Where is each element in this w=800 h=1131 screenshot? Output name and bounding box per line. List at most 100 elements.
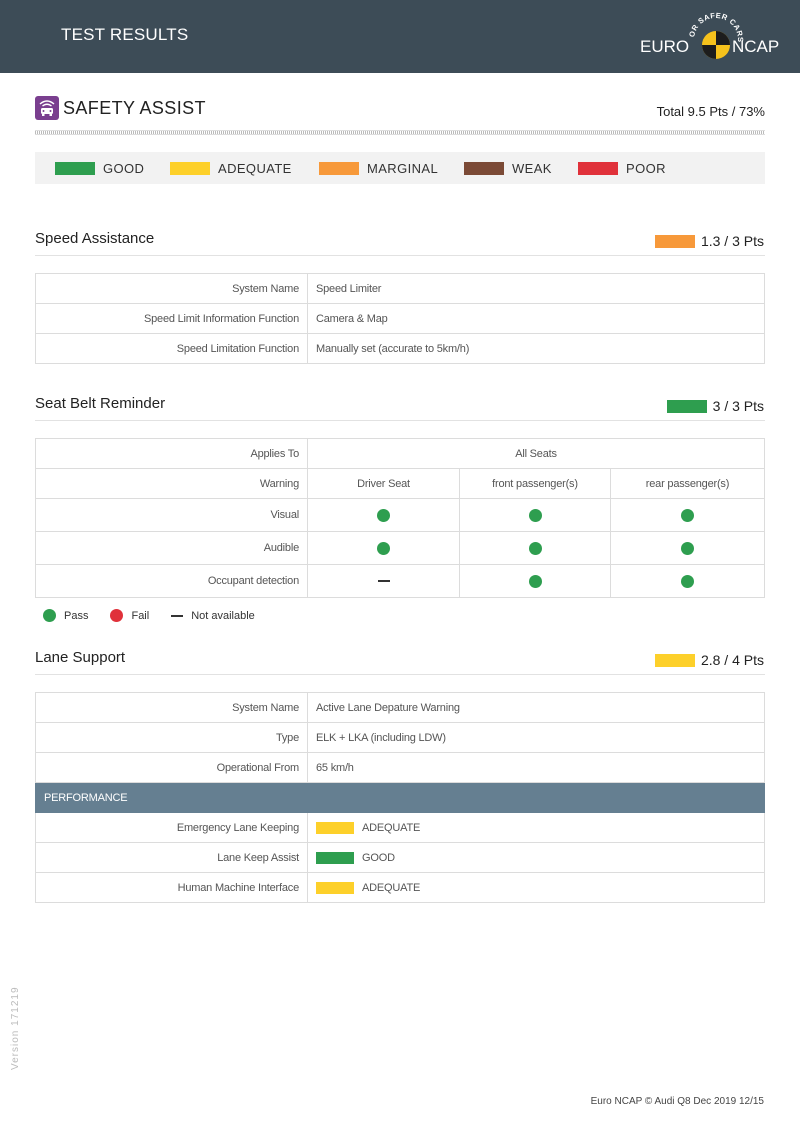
rating-value: GOOD (316, 851, 756, 864)
key-fail: Fail (110, 609, 149, 622)
speed-assistance-title: Speed Assistance (35, 230, 155, 247)
pass-dot-icon (528, 508, 542, 522)
row-label: System Name (35, 273, 308, 304)
pass-dot-icon (43, 609, 56, 622)
safety-assist-title: SAFETY ASSIST (63, 98, 206, 118)
legend-weak: WEAK (464, 152, 552, 184)
column-header-front: front passenger(s) (459, 468, 611, 499)
key-fail-label: Fail (131, 609, 150, 622)
table-row: Lane Keep Assist GOOD (35, 842, 765, 873)
table-row: Warning Driver Seat front passenger(s) r… (35, 468, 765, 499)
speed-assistance-score-text: 1.3 / 3 Pts (700, 233, 764, 249)
lane-support-score-swatch (654, 653, 695, 667)
table-row: Speed Limit Information Function Camera … (35, 303, 765, 334)
rating-legend: GOOD ADEQUATE MARGINAL WEAK POOR (35, 152, 765, 184)
seat-belt-score: 3 / 3 Pts (666, 398, 764, 414)
rating-swatch (316, 851, 354, 864)
legend-weak-swatch (464, 161, 504, 175)
table-row: Operational From 65 km/h (35, 752, 765, 783)
seat-belt-score-text: 3 / 3 Pts (712, 398, 764, 414)
rating-value: ADEQUATE (316, 881, 756, 894)
column-header-rear: rear passenger(s) (610, 468, 765, 499)
key-na: Not available (171, 610, 255, 622)
car-radar-icon (35, 96, 59, 120)
not-available-dash-icon (171, 614, 184, 617)
lane-support-title: Lane Support (35, 649, 126, 666)
key-pass-label: Pass (64, 609, 89, 622)
pass-dot-icon (528, 574, 542, 588)
safety-assist-total: Total 9.5 Pts / 73% (656, 104, 765, 119)
section-divider (35, 255, 765, 256)
table-row: Speed Limitation Function Manually set (… (35, 333, 765, 364)
result-key: Pass Fail Not available (43, 609, 277, 622)
not-available-dash-icon (377, 580, 390, 583)
fail-dot-icon (110, 609, 124, 622)
legend-marginal-swatch (319, 161, 359, 175)
legend-adequate: ADEQUATE (170, 152, 292, 184)
legend-poor-label: POOR (626, 160, 666, 176)
row-label: Occupant detection (35, 564, 308, 598)
legend-weak-label: WEAK (512, 160, 552, 176)
speed-assistance-score: 1.3 / 3 Pts (654, 233, 764, 249)
legend-adequate-swatch (170, 161, 210, 175)
legend-adequate-label: ADEQUATE (218, 160, 292, 176)
row-value: Active Lane Depature Warning (307, 692, 765, 723)
table-row: System Name Active Lane Depature Warning (35, 692, 765, 723)
section-divider (35, 674, 765, 675)
warning-label: Warning (35, 468, 308, 499)
row-label: Speed Limit Information Function (35, 303, 308, 334)
key-pass: Pass (43, 609, 88, 622)
lane-support-score-text: 2.8 / 4 Pts (700, 652, 764, 668)
column-header-driver: Driver Seat (307, 468, 460, 499)
row-value: Camera & Map (307, 303, 765, 334)
row-label: Speed Limitation Function (35, 333, 308, 364)
table-row: System Name Speed Limiter (35, 273, 765, 304)
row-label: Emergency Lane Keeping (35, 812, 308, 843)
key-na-label: Not available (191, 609, 255, 622)
legend-good-swatch (55, 161, 95, 175)
rating-swatch (316, 821, 354, 834)
lane-support-score: 2.8 / 4 Pts (654, 652, 764, 668)
seat-belt-title: Seat Belt Reminder (35, 395, 166, 412)
rating-label: GOOD (362, 851, 395, 864)
seat-belt-table: Applies To All Seats Warning Driver Seat… (35, 438, 765, 598)
row-label: Human Machine Interface (35, 872, 308, 903)
row-value: Speed Limiter (307, 273, 765, 304)
logo-left-text: EURO (640, 37, 689, 56)
rating-swatch (316, 881, 354, 894)
safety-assist-heading: SAFETY ASSIST Total 9.5 Pts / 73% (35, 96, 765, 122)
euro-ncap-logo: FOR SAFER CARS EURO NCAP (636, 6, 779, 59)
pass-dot-icon (528, 541, 542, 555)
rating-label: ADEQUATE (362, 881, 421, 894)
rating-label: ADEQUATE (362, 821, 421, 834)
row-value: ELK + LKA (including LDW) (307, 722, 765, 753)
performance-header-row: PERFORMANCE (35, 782, 765, 813)
legend-marginal: MARGINAL (319, 152, 438, 184)
row-label: Lane Keep Assist (35, 842, 308, 873)
dotted-divider (35, 130, 765, 135)
table-row: Human Machine Interface ADEQUATE (35, 872, 765, 903)
page-header: TEST RESULTS FOR SAFER CARS EURO NCAP (0, 0, 800, 73)
legend-good: GOOD (55, 152, 144, 184)
row-value: 65 km/h (307, 752, 765, 783)
speed-assistance-score-swatch (654, 234, 695, 248)
table-row: Occupant detection (35, 564, 765, 598)
table-row: Applies To All Seats (35, 438, 765, 469)
table-row: Audible (35, 531, 765, 565)
section-divider (35, 420, 765, 421)
seat-belt-score-swatch (666, 399, 707, 413)
pass-dot-icon (681, 541, 694, 555)
table-row: Type ELK + LKA (including LDW) (35, 722, 765, 753)
legend-poor: POOR (578, 152, 666, 184)
speed-assistance-table: System Name Speed Limiter Speed Limit In… (35, 273, 765, 364)
row-label: System Name (35, 692, 308, 723)
row-label: Operational From (35, 752, 308, 783)
legend-poor-swatch (578, 161, 618, 175)
row-label: Type (35, 722, 308, 753)
header-title: TEST RESULTS (61, 25, 189, 44)
pass-dot-icon (681, 574, 694, 588)
applies-value: All Seats (307, 438, 765, 469)
lane-support-table: System Name Active Lane Depature Warning… (35, 692, 765, 903)
performance-header: PERFORMANCE (35, 782, 765, 813)
pass-dot-icon (377, 508, 390, 522)
